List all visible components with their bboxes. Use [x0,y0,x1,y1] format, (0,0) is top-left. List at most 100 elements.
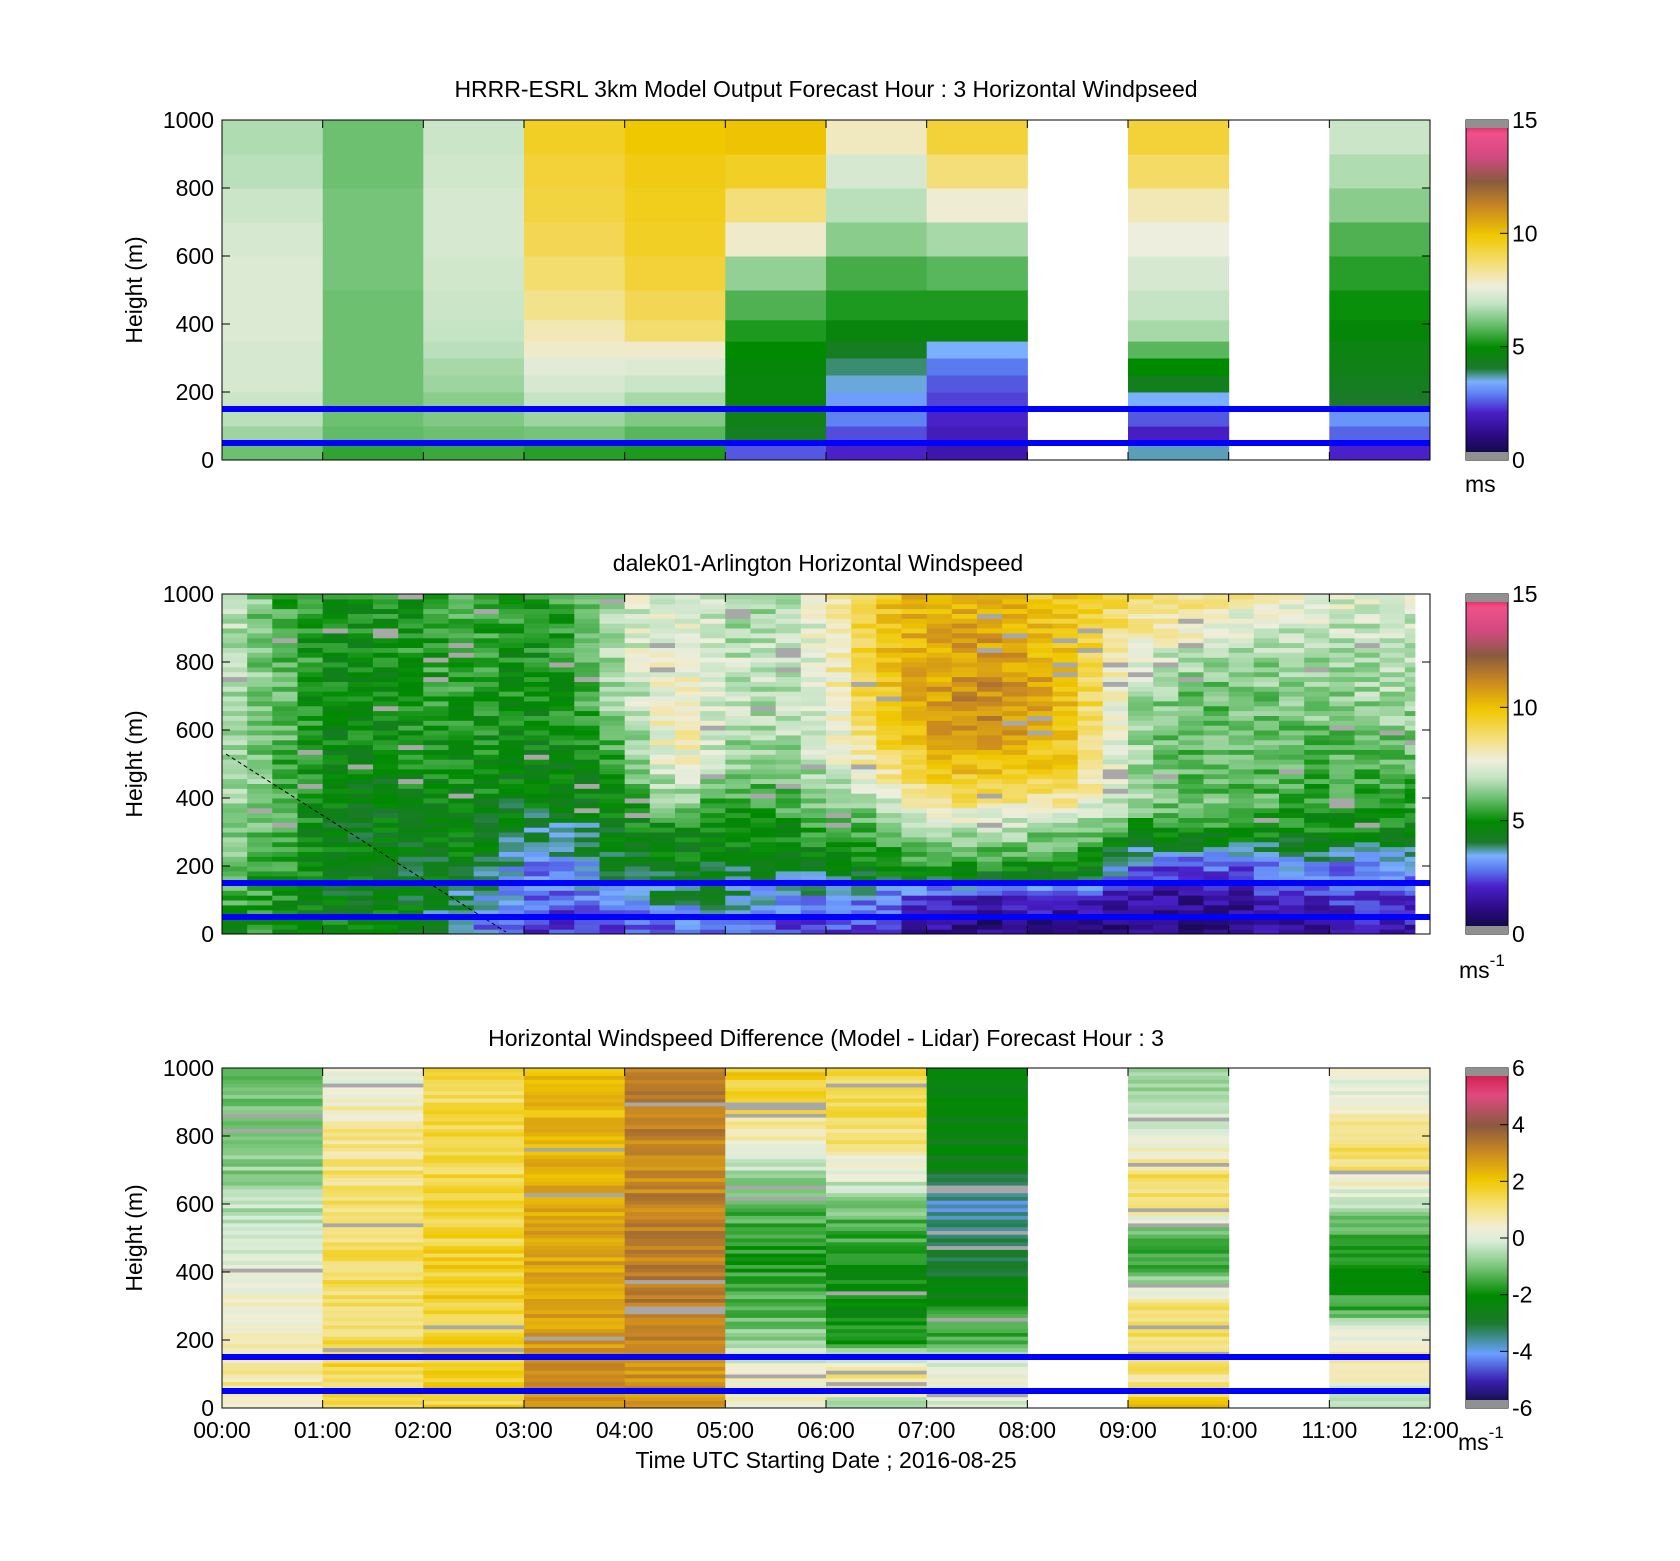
heatmap-cell [750,783,777,789]
heatmap-cell [1102,657,1129,663]
heatmap-cell [926,443,1028,460]
heatmap-cell [1027,618,1053,624]
heatmap-cell [247,890,273,896]
heatmap-cell [524,827,550,833]
heatmap-cell [1128,290,1230,321]
heatmap-cell [247,900,273,906]
heatmap-cell [1128,1321,1230,1326]
heatmap-cell [951,594,978,600]
heatmap-cell [322,1347,424,1352]
heatmap-cell [624,341,726,359]
heatmap-cell [977,686,1003,692]
heatmap-cell [926,1400,1028,1405]
heatmap-cell [926,1340,1028,1345]
heatmap-cell [725,409,827,427]
heatmap-cell [1279,598,1305,605]
heatmap-cell [574,900,600,906]
heatmap-cell [700,759,726,765]
heatmap-cell [272,662,298,668]
heatmap-cell [322,924,349,930]
heatmap-cell [448,778,475,784]
heatmap-cell [524,1260,626,1265]
heatmap-cell [247,681,273,687]
heatmap-cell [524,1124,626,1129]
heatmap-cell [1228,832,1255,838]
heatmap-cell [1052,652,1079,658]
heatmap-cell [826,812,852,818]
heatmap-cell [951,681,978,687]
heatmap-cell [574,754,600,760]
heatmap-cell [1102,618,1129,624]
heatmap-cell [524,1117,626,1122]
heatmap-cell [1279,846,1305,852]
heatmap-cell [826,754,852,760]
heatmap-cell [297,895,324,901]
heatmap-cell [1329,1249,1430,1254]
heatmap-cell [1404,764,1416,770]
heatmap-cell [700,734,726,741]
heatmap-cell [624,1139,726,1145]
heatmap-cell [1128,1128,1230,1133]
heatmap-cell [725,1109,827,1114]
heatmap-cell [498,686,525,692]
heatmap-cell [222,1324,324,1330]
heatmap-cell [1077,904,1104,911]
heatmap-cell [524,1192,626,1197]
heatmap-cell [1102,827,1129,833]
heatmap-cell [423,875,449,882]
heatmap-cell [1329,1298,1430,1303]
heatmap-cell [322,1253,424,1258]
heatmap-cell [398,715,424,721]
heatmap-cell [700,603,726,610]
heatmap-cell [1228,909,1255,916]
heatmap-cell [247,851,273,857]
heatmap-cell [624,1324,726,1330]
heatmap-cell [222,841,248,848]
heatmap-cell [1253,870,1280,877]
heatmap-cell [448,875,475,882]
heatmap-cell [851,798,877,804]
heatmap-cell [826,1366,928,1371]
heatmap-cell [272,827,298,833]
y-tick-label: 600 [176,717,214,743]
heatmap-cell [826,1120,928,1126]
heatmap-cell [1329,188,1430,223]
heatmap-cell [1128,788,1154,794]
heatmap-cell [222,836,248,843]
heatmap-cell [1027,812,1053,818]
heatmap-cell [1027,603,1053,610]
heatmap-cell [624,628,651,634]
heatmap-cell [750,836,777,843]
heatmap-cell [1077,812,1104,818]
heatmap-cell [624,929,651,934]
heatmap-cell [624,924,651,930]
y-tick-label: 400 [176,785,214,811]
heatmap-cell [1379,900,1406,906]
heatmap-cell [398,890,424,896]
heatmap-cell [448,812,475,818]
heatmap-cell [926,1351,1028,1356]
heatmap-cell [247,885,273,891]
heatmap-cell [1379,730,1406,736]
heatmap-cell [901,885,928,891]
heatmap-cell [926,637,953,644]
heatmap-cell [322,1317,424,1322]
heatmap-cell [624,1238,726,1243]
heatmap-cell [1178,827,1204,833]
heatmap-cell [624,1230,726,1235]
heatmap-cell [700,628,726,634]
heatmap-cell [800,642,827,648]
heatmap-cell [549,730,575,736]
heatmap-cell [1304,647,1330,653]
heatmap-cell [649,778,676,784]
heatmap-cell [876,715,902,721]
heatmap-cell [1077,773,1104,780]
heatmap-cell [1002,812,1028,818]
heatmap-cell [624,358,726,376]
heatmap-cell [222,1158,324,1163]
heatmap-cell [1203,856,1230,862]
heatmap-cell [1178,783,1204,789]
heatmap-cell [222,710,248,716]
heatmap-cell [473,720,500,726]
heatmap-cell [725,730,751,736]
